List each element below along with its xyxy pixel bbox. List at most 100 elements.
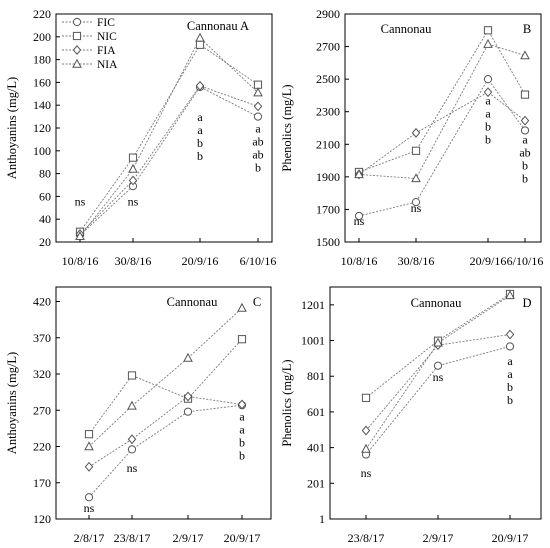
- significance-label: a: [197, 110, 203, 124]
- significance-label: a: [197, 123, 203, 137]
- series-line-fic: [79, 86, 259, 236]
- significance-label: a: [507, 354, 513, 368]
- y-tick-label: 2300: [316, 105, 340, 119]
- significance-label: b: [197, 136, 203, 150]
- series-line-fic: [358, 78, 526, 217]
- y-axis-label: Phenolics (mg/L): [280, 359, 294, 446]
- legend-label-nic: NIC: [97, 31, 117, 43]
- x-tick-label: 20/9/16: [182, 254, 219, 268]
- y-tick-label: 401: [307, 441, 325, 455]
- legend-marker-nic: [72, 31, 82, 41]
- panel-letter: B: [523, 22, 531, 36]
- chart-panel-c: 120 170 220 270 320 370 420 2/8/17 23/8/17 2/9/17…: [5, 286, 272, 545]
- plot-frame: [55, 286, 272, 520]
- significance-label: ns: [84, 501, 95, 515]
- significance-label: a: [255, 122, 261, 136]
- data-point-nic: [411, 146, 421, 155]
- y-tick-label: 20: [39, 235, 51, 249]
- data-point-fia: [195, 80, 205, 91]
- panel-letter: C: [253, 295, 261, 309]
- y-tick-label: 1201: [301, 298, 325, 312]
- data-point-fia: [361, 425, 371, 436]
- y-tick-label: 1001: [301, 334, 325, 348]
- y-tick-label: 201: [307, 476, 325, 490]
- significance-label: ab: [519, 145, 530, 159]
- x-tick-label: 30/8/16: [115, 254, 152, 268]
- series-line-fia: [79, 85, 259, 235]
- data-point-fia: [483, 87, 493, 98]
- y-axis-label: Anthoyanins (mg/L): [5, 352, 19, 454]
- data-point-nia: [128, 163, 138, 173]
- series-line-nia: [88, 307, 243, 447]
- panel-title: Cannonau A: [187, 19, 249, 33]
- legend-marker-nia: [72, 58, 82, 68]
- significance-label: ab: [252, 148, 263, 162]
- y-tick-label: 2900: [316, 7, 340, 21]
- x-tick-label: 10/8/16: [62, 254, 99, 268]
- data-point-nia: [183, 352, 193, 362]
- series-line-nic: [79, 44, 259, 233]
- y-tick-label: 801: [307, 369, 325, 383]
- legend-label-fic: FIC: [97, 17, 115, 29]
- x-tick-label: 23/8/17: [114, 531, 151, 545]
- y-tick-label: 420: [33, 295, 51, 309]
- data-point-fia: [237, 399, 247, 410]
- y-tick-label: 170: [33, 476, 51, 490]
- significance-label: b: [507, 380, 513, 394]
- significance-label: b: [522, 171, 528, 185]
- legend: FIC NIC FIA NIA: [62, 17, 118, 71]
- data-point-fia: [253, 101, 263, 112]
- chart-panel-b: 1500 1700 1900 2100 2300 2500 2700 2900 10/8/16 3…: [280, 7, 543, 268]
- data-point-nia: [505, 290, 515, 300]
- chart-panel-a: 20 40 60 80 100 120 140 160 180 200 220 10/8/16 30/8…: [5, 7, 276, 268]
- y-tick-label: 220: [33, 7, 51, 21]
- series-line-nia: [365, 295, 511, 450]
- significance-label: ns: [411, 201, 422, 215]
- significance-label: b: [485, 119, 491, 133]
- data-point-fic: [253, 112, 263, 121]
- y-tick-label: 1: [319, 512, 325, 526]
- x-tick-label: 20/9/17: [224, 531, 261, 545]
- significance-label: a: [485, 93, 491, 107]
- data-point-nia: [84, 441, 94, 451]
- data-point-fia: [84, 461, 94, 472]
- data-point-nia: [237, 302, 247, 312]
- significance-label: ns: [354, 214, 365, 228]
- y-tick-label: 1700: [316, 202, 340, 216]
- y-axis-label: Anthoyanins (mg/L): [5, 77, 19, 179]
- x-tick-label: 20/9/17: [492, 531, 529, 545]
- panel-title: Cannonau: [167, 295, 218, 309]
- y-tick-label: 120: [33, 121, 51, 135]
- x-tick-label: 20/9/16: [470, 254, 507, 268]
- series-line-fic: [88, 404, 243, 498]
- y-tick-label: 60: [39, 189, 51, 203]
- series-line-nia: [79, 37, 259, 237]
- significance-label: b: [485, 132, 491, 146]
- significance-label: a: [485, 106, 491, 120]
- y-tick-label: 601: [307, 405, 325, 419]
- significance-label: ns: [75, 195, 86, 209]
- y-tick-label: 40: [39, 212, 51, 226]
- data-point-fic: [354, 211, 364, 221]
- legend-marker-fic: [72, 17, 82, 27]
- data-point-nia: [127, 400, 137, 410]
- series-line-nia: [358, 43, 526, 179]
- data-point-fia: [128, 175, 138, 186]
- significance-label: a: [507, 367, 513, 381]
- y-tick-label: 2100: [316, 137, 340, 151]
- data-point-fia: [505, 329, 515, 340]
- y-tick-label: 200: [33, 30, 51, 44]
- data-point-nia: [253, 87, 263, 97]
- y-tick-label: 80: [39, 167, 51, 181]
- data-point-fic: [411, 198, 421, 207]
- significance-label: ab: [252, 135, 263, 149]
- significance-label: a: [239, 409, 245, 423]
- plot-frame: [329, 286, 542, 520]
- y-tick-label: 180: [33, 53, 51, 67]
- data-point-nic: [237, 335, 247, 344]
- data-point-fic: [127, 445, 137, 454]
- series-line-nic: [358, 29, 526, 173]
- legend-label-nia: NIA: [97, 59, 118, 71]
